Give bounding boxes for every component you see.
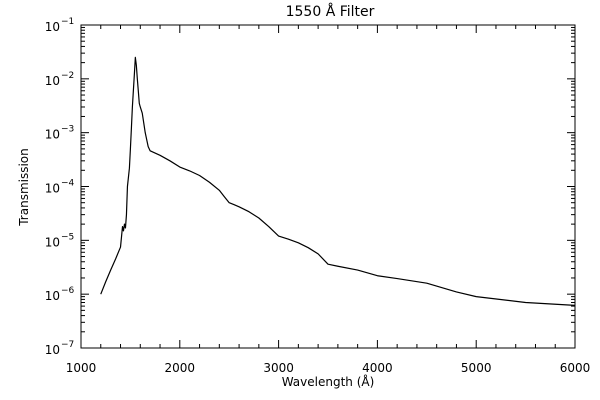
y-tick-exponent: −5 [61,232,74,242]
y-tick-exponent: −7 [61,340,74,350]
x-tick-label: 4000 [362,361,393,375]
y-tick-exponent: −3 [61,125,74,135]
y-tick-label: 10 [45,289,60,303]
y-tick-exponent: −2 [61,71,74,81]
x-tick-labels: 1000 2000 3000 4000 5000 6000 [66,361,591,375]
x-tick-label: 5000 [461,361,492,375]
y-axis-label: Transmission [17,148,31,227]
x-tick-label: 6000 [560,361,591,375]
series-line [100,56,576,306]
y-tick-label: 10 [45,20,60,34]
y-tick-exponent: −4 [61,179,75,189]
y-tick-exponent: −6 [61,286,75,296]
x-axis-label: Wavelength (Å) [282,374,375,389]
y-tick-label: 10 [45,128,60,142]
y-tick-label: 10 [45,235,60,249]
chart-title: 1550 Å Filter [286,3,375,20]
x-tick-label: 2000 [165,361,196,375]
y-tick-label: 10 [45,343,60,357]
y-tick-labels: 10−710−610−510−410−310−210−1 [45,17,75,357]
y-tick-label: 10 [45,74,60,88]
x-tick-label: 3000 [263,361,294,375]
y-tick-exponent: −1 [61,17,74,27]
x-tick-label: 1000 [66,361,97,375]
axis-ticks [80,24,576,349]
y-tick-label: 10 [45,182,60,196]
